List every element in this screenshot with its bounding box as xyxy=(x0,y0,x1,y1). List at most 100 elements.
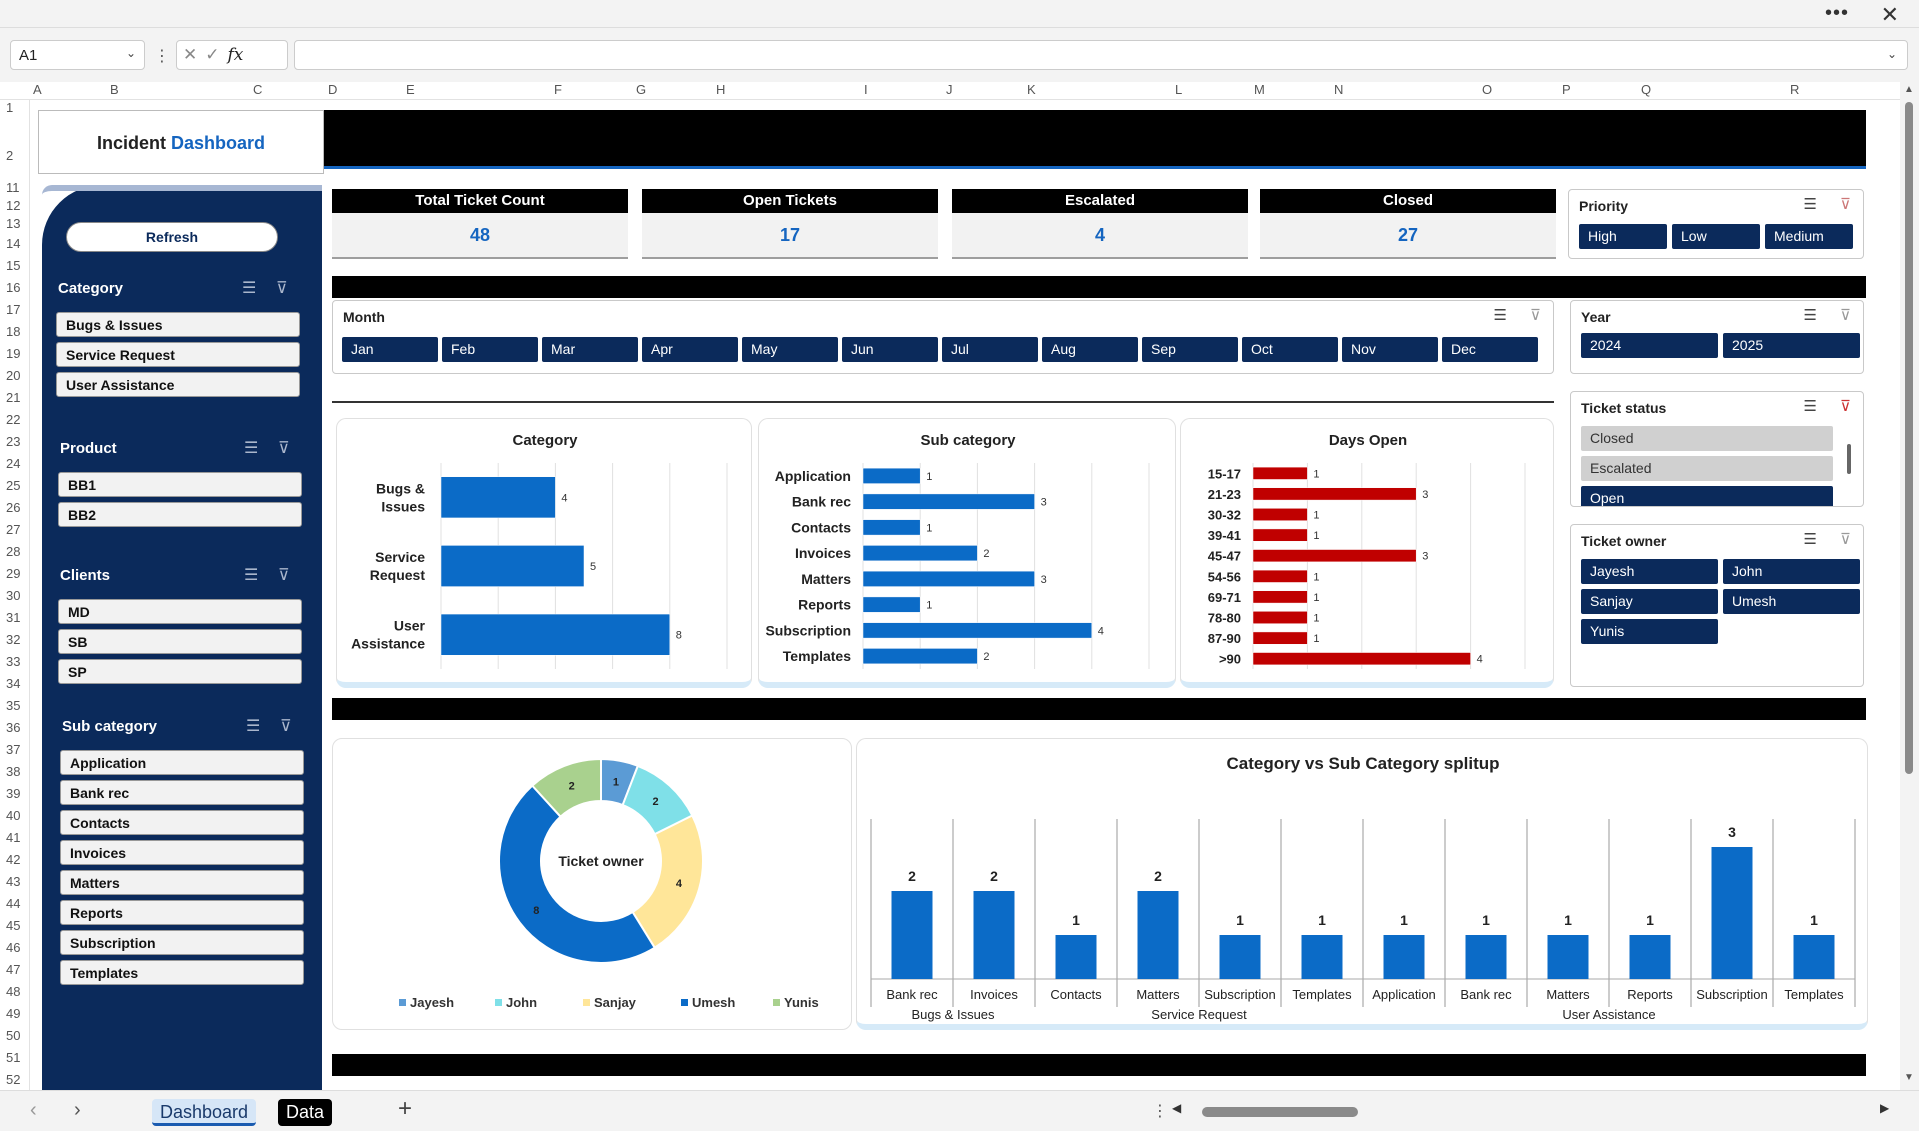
slicer-button[interactable]: Escalated xyxy=(1581,456,1833,481)
row-header[interactable]: 21 xyxy=(6,390,21,405)
row-header[interactable]: 22 xyxy=(6,412,21,427)
formula-controls[interactable]: ✕✓fx xyxy=(176,40,288,70)
row-header[interactable]: 37 xyxy=(6,742,21,757)
check-icon[interactable]: ✓ xyxy=(205,45,228,64)
row-header[interactable]: 29 xyxy=(6,566,21,581)
row-header[interactable]: 14 xyxy=(6,236,21,251)
column-header[interactable]: I xyxy=(864,82,868,97)
slicer-button[interactable]: Sanjay xyxy=(1581,589,1718,614)
slicer-button[interactable]: Yunis xyxy=(1581,619,1718,644)
next-sheet-icon[interactable]: › xyxy=(74,1099,81,1121)
column-header[interactable]: G xyxy=(636,82,647,97)
column-header[interactable]: H xyxy=(716,82,726,97)
ellipsis-icon[interactable]: ••• xyxy=(1824,2,1849,24)
sidebar-slicer-item[interactable]: Service Request xyxy=(56,342,300,367)
column-header[interactable]: D xyxy=(328,82,338,97)
row-header[interactable]: 43 xyxy=(6,874,21,889)
row-header[interactable]: 39 xyxy=(6,786,21,801)
plus-icon[interactable]: + xyxy=(398,1095,413,1122)
prev-sheet-icon[interactable]: ‹ xyxy=(30,1099,37,1121)
row-header[interactable]: 26 xyxy=(6,500,21,515)
category-vs-subcategory-chart[interactable]: Category vs Sub Category splitup 2 Bank re… xyxy=(857,739,1869,1025)
row-header[interactable]: 48 xyxy=(6,984,21,999)
column-header[interactable]: E xyxy=(406,82,415,97)
row-header[interactable]: 18 xyxy=(6,324,21,339)
row-header[interactable]: 32 xyxy=(6,632,21,647)
vertical-scrollbar[interactable]: ▲ ▼ xyxy=(1900,82,1919,1090)
row-header[interactable]: 15 xyxy=(6,258,21,273)
row-header[interactable]: 38 xyxy=(6,764,21,779)
row-header[interactable]: 24 xyxy=(6,456,21,471)
clear-filter-icon[interactable]: ⊽ xyxy=(1840,307,1851,324)
sidebar-slicer-item[interactable]: Bugs & Issues xyxy=(56,312,300,337)
vertical-ellipsis-icon[interactable]: ⋮ xyxy=(154,48,170,65)
row-header[interactable]: 51 xyxy=(6,1050,21,1065)
clear-filter-icon[interactable]: ⊽ xyxy=(278,567,290,584)
sidebar-slicer-item[interactable]: MD xyxy=(58,599,302,624)
row-header[interactable]: 35 xyxy=(6,698,21,713)
slicer-button[interactable]: Oct xyxy=(1242,337,1338,362)
clear-filter-icon[interactable]: ⊽ xyxy=(1840,531,1851,548)
column-header[interactable]: K xyxy=(1027,82,1036,97)
sidebar-slicer-item[interactable]: Matters xyxy=(60,870,304,895)
sidebar-slicer-item[interactable]: BB1 xyxy=(58,472,302,497)
horizontal-scrollbar[interactable]: ◀ ▶ xyxy=(1172,1101,1890,1121)
multi-select-icon[interactable]: ☰ xyxy=(244,440,259,457)
days-open-chart[interactable]: Days Open 1 15-17 3 21-23 1 30-32 1 39-41 3 45-47 1… xyxy=(1181,419,1555,683)
slicer-button[interactable]: Feb xyxy=(442,337,538,362)
slicer-button[interactable]: Umesh xyxy=(1723,589,1860,614)
slicer-button[interactable]: High xyxy=(1579,224,1667,249)
multi-select-icon[interactable]: ☰ xyxy=(1803,196,1817,213)
row-header[interactable]: 50 xyxy=(6,1028,21,1043)
category-chart[interactable]: Category 4 Bugs & Issues 5 Service Request 8 Use… xyxy=(337,419,753,683)
scroll-up-icon[interactable]: ▲ xyxy=(1904,84,1914,95)
row-header[interactable]: 36 xyxy=(6,720,21,735)
row-header[interactable]: 44 xyxy=(6,896,21,911)
slicer-button[interactable]: 2024 xyxy=(1581,333,1718,358)
clear-filter-icon[interactable]: ⊽ xyxy=(280,718,292,735)
row-header[interactable]: 31 xyxy=(6,610,21,625)
clear-filter-icon[interactable]: ⊽ xyxy=(1840,398,1851,415)
row-header[interactable]: 33 xyxy=(6,654,21,669)
slicer-button[interactable]: Jayesh xyxy=(1581,559,1718,584)
horizontal-scroll-thumb[interactable] xyxy=(1202,1107,1358,1117)
scroll-right-icon[interactable]: ▶ xyxy=(1880,1101,1890,1115)
clear-filter-icon[interactable]: ⊽ xyxy=(276,280,288,297)
slicer-button[interactable]: Low xyxy=(1672,224,1760,249)
slicer-button[interactable]: Apr xyxy=(642,337,738,362)
clear-filter-icon[interactable]: ⊽ xyxy=(1530,307,1541,324)
slicer-scrollbar[interactable] xyxy=(1847,444,1851,474)
slicer-button[interactable]: Jan xyxy=(342,337,438,362)
vertical-ellipsis-icon[interactable]: ⋮ xyxy=(1152,1103,1168,1120)
row-header[interactable]: 25 xyxy=(6,478,21,493)
row-header[interactable]: 41 xyxy=(6,830,21,845)
slicer-button[interactable]: Jul xyxy=(942,337,1038,362)
clear-filter-icon[interactable]: ⊽ xyxy=(278,440,290,457)
cancel-icon[interactable]: ✕ xyxy=(183,45,206,64)
multi-select-icon[interactable]: ☰ xyxy=(1803,307,1817,324)
sidebar-slicer-item[interactable]: User Assistance xyxy=(56,372,300,397)
column-header[interactable]: N xyxy=(1334,82,1344,97)
row-header[interactable]: 47 xyxy=(6,962,21,977)
column-header[interactable]: M xyxy=(1254,82,1265,97)
multi-select-icon[interactable]: ☰ xyxy=(244,567,259,584)
slicer-button[interactable]: 2025 xyxy=(1723,333,1860,358)
scroll-down-icon[interactable]: ▼ xyxy=(1904,1072,1914,1083)
multi-select-icon[interactable]: ☰ xyxy=(1493,307,1507,324)
slicer-button[interactable]: Open xyxy=(1581,486,1833,506)
slicer-button[interactable]: May xyxy=(742,337,838,362)
row-header[interactable]: 46 xyxy=(6,940,21,955)
column-header[interactable]: P xyxy=(1562,82,1571,97)
sidebar-slicer-item[interactable]: Reports xyxy=(60,900,304,925)
row-header[interactable]: 13 xyxy=(6,216,21,231)
row-header[interactable]: 42 xyxy=(6,852,21,867)
column-header[interactable]: C xyxy=(253,82,263,97)
column-header[interactable]: O xyxy=(1482,82,1493,97)
multi-select-icon[interactable]: ☰ xyxy=(1803,531,1817,548)
sidebar-slicer-item[interactable]: SB xyxy=(58,629,302,654)
slicer-button[interactable]: Mar xyxy=(542,337,638,362)
row-header[interactable]: 20 xyxy=(6,368,21,383)
sidebar-slicer-item[interactable]: Bank rec xyxy=(60,780,304,805)
row-header[interactable]: 1 xyxy=(6,100,14,115)
slicer-button[interactable]: Jun xyxy=(842,337,938,362)
